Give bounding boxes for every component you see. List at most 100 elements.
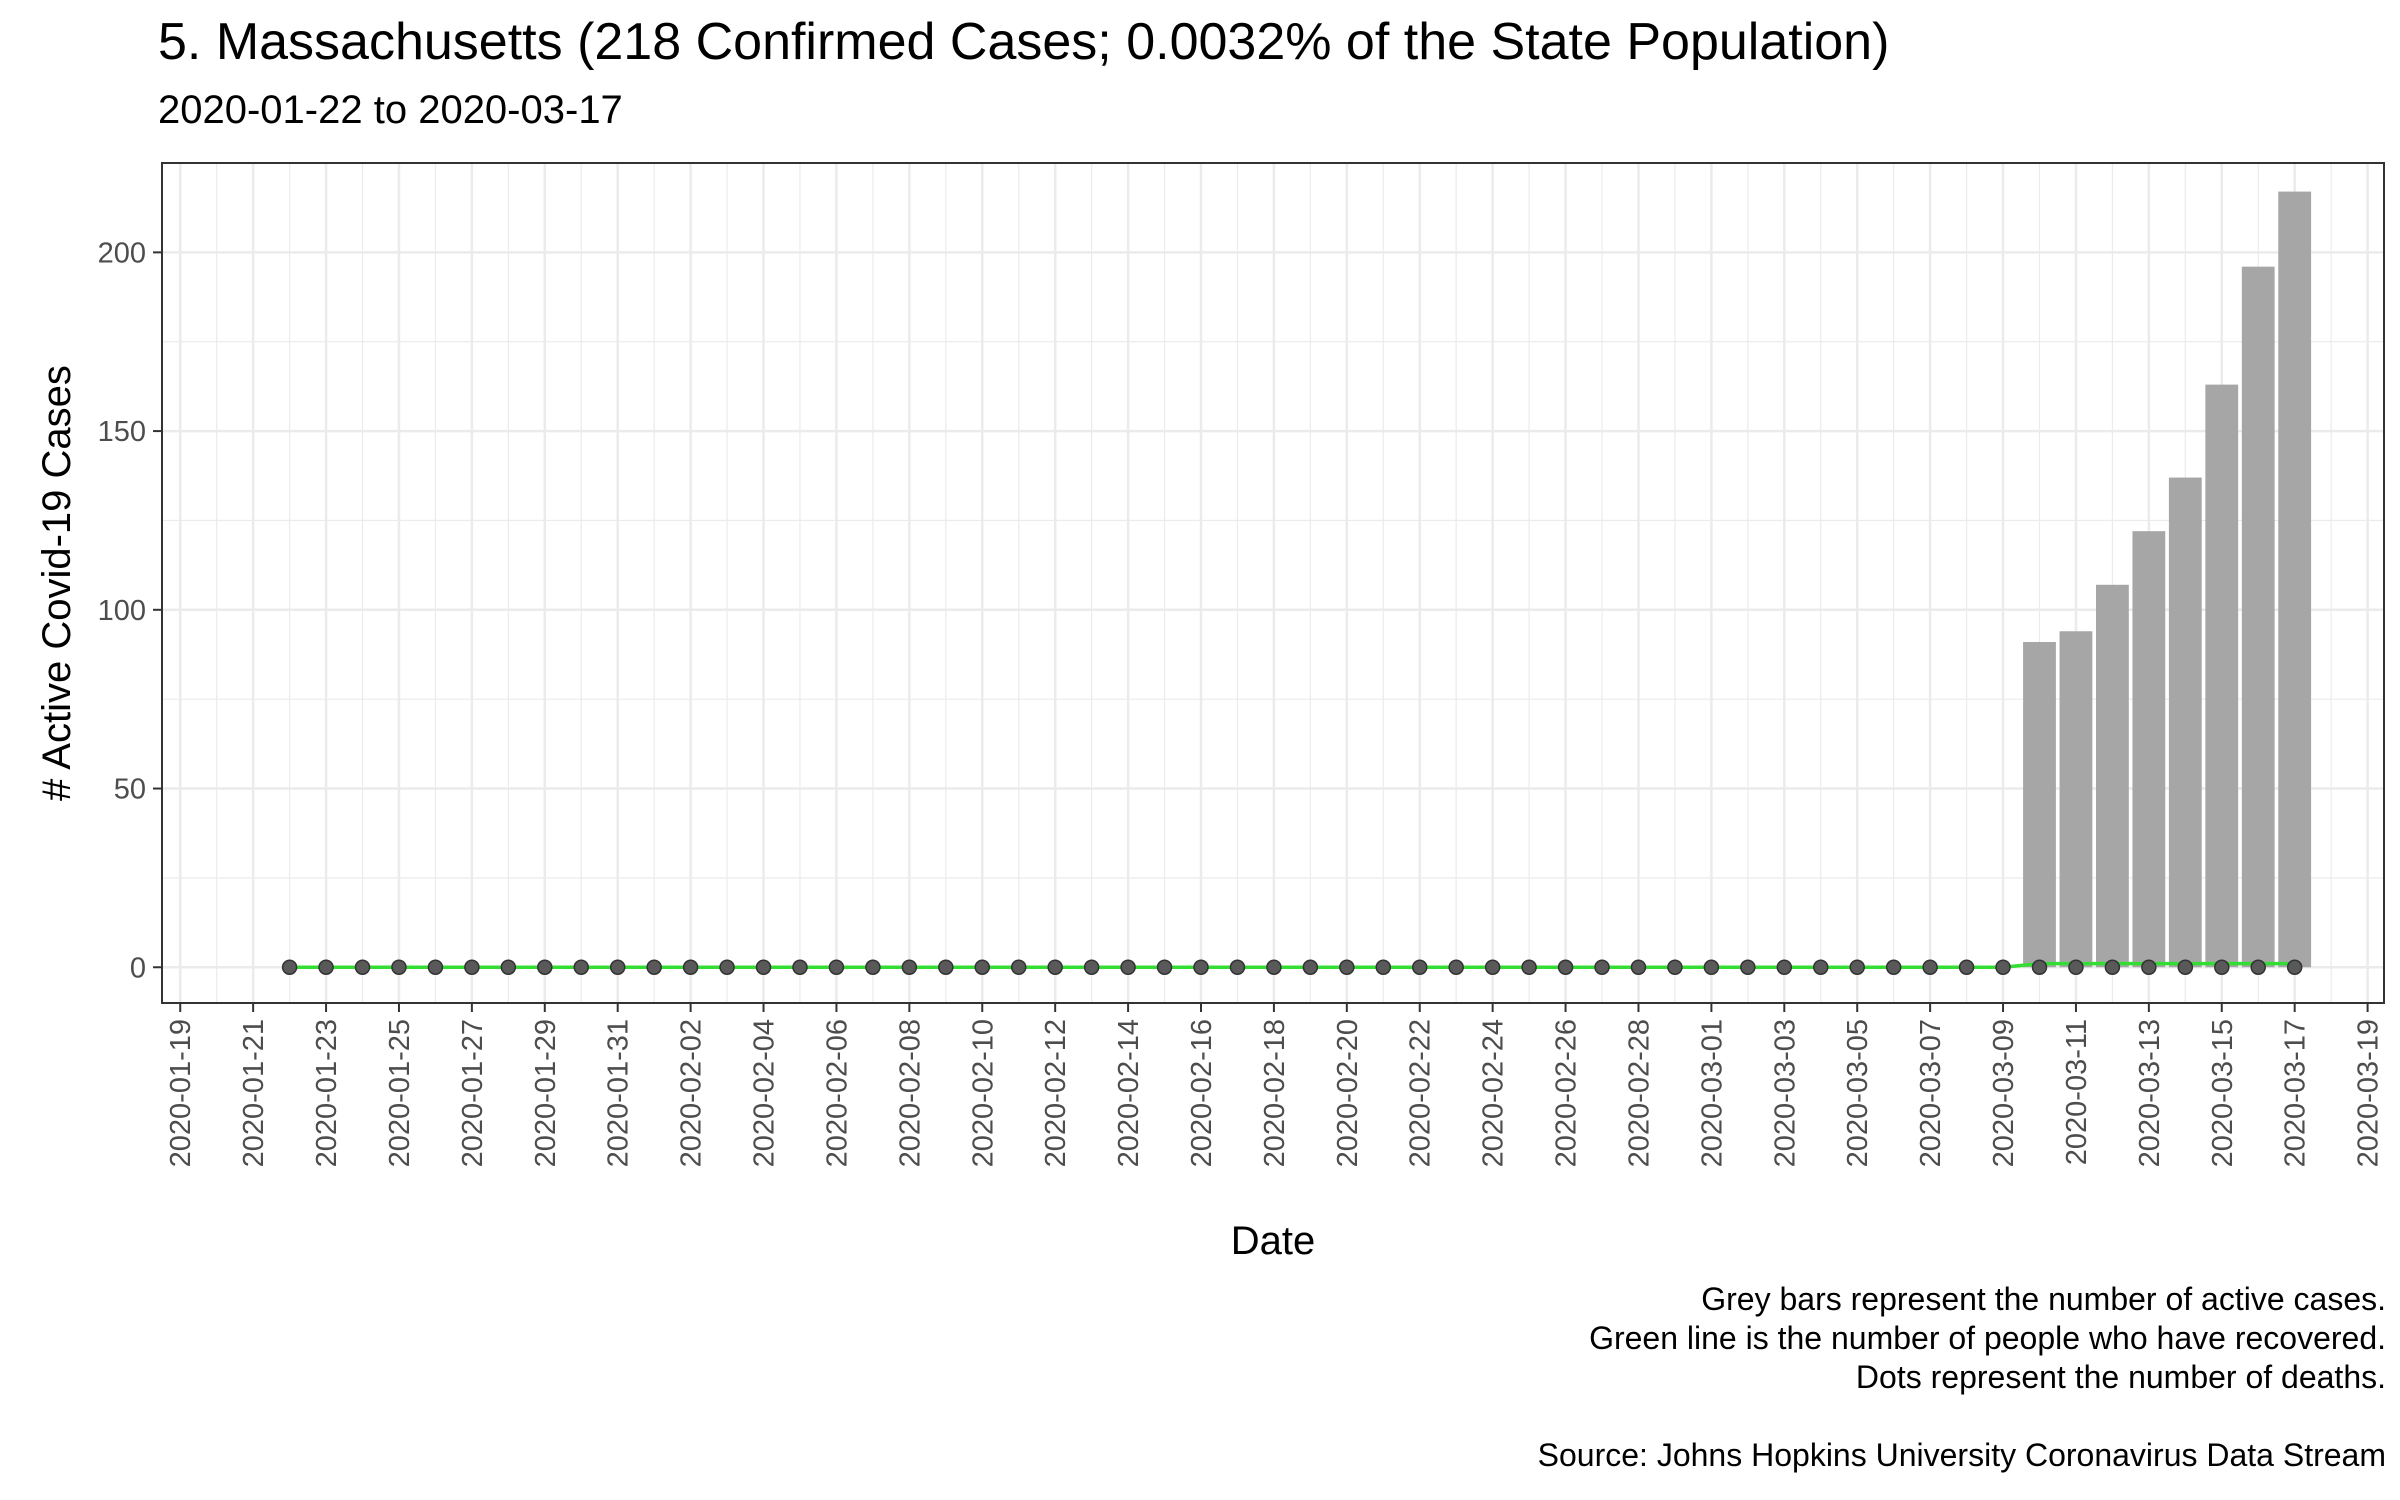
death-dot <box>938 959 954 976</box>
death-dot <box>609 959 626 976</box>
active-cases-bar <box>2059 631 2093 968</box>
active-cases-bar <box>2023 641 2056 968</box>
death-dot <box>427 959 444 976</box>
death-dot <box>1922 959 1938 976</box>
death-dot <box>281 959 298 976</box>
x-tick-label: 2020-02-28 <box>1623 1019 1655 1167</box>
death-dot <box>901 959 918 976</box>
death-dot <box>1849 959 1865 976</box>
y-tick-label: 200 <box>98 237 146 269</box>
deaths-dots <box>281 959 2303 976</box>
death-dot <box>755 959 772 976</box>
y-tick-label: 150 <box>98 416 146 448</box>
death-dot <box>1740 959 1756 976</box>
death-dot <box>1156 959 1173 976</box>
active-cases-bars <box>2023 191 2312 968</box>
x-tick-label: 2020-02-18 <box>1259 1019 1291 1167</box>
x-tick-label: 2020-02-24 <box>1478 1019 1510 1167</box>
x-tick-label: 2020-03-15 <box>2207 1019 2239 1167</box>
death-dot <box>500 959 517 976</box>
death-dot <box>2104 959 2121 976</box>
death-dot <box>1229 959 1246 976</box>
death-dot <box>354 959 371 976</box>
death-dot <box>573 959 589 976</box>
death-dot <box>865 959 881 976</box>
x-tick-label: 2020-02-20 <box>1332 1019 1364 1167</box>
active-cases-bar <box>2132 531 2166 968</box>
death-dot <box>2250 959 2266 976</box>
death-dot <box>1776 959 1793 976</box>
x-tick-label: 2020-01-23 <box>311 1019 343 1167</box>
recovered-line <box>289 961 2295 970</box>
x-tick-label: 2020-02-26 <box>1551 1019 1583 1167</box>
active-cases-bar <box>2095 584 2129 968</box>
death-dot <box>1448 959 1464 976</box>
death-dot <box>1521 959 1537 976</box>
death-dot <box>1813 959 1829 976</box>
x-tick-label: 2020-02-06 <box>821 1019 853 1167</box>
death-dot <box>1885 959 1902 976</box>
death-dot <box>2286 959 2303 976</box>
x-tick-label: 2020-01-19 <box>165 1019 197 1167</box>
active-cases-bar <box>2205 384 2239 968</box>
death-dot <box>1302 959 1319 976</box>
caption-dots-note: Dots represent the number of deaths. <box>1855 1359 2386 1395</box>
x-tick-label: 2020-02-22 <box>1405 1019 1437 1167</box>
caption-line-note: Green line is the number of people who h… <box>1589 1320 2386 1356</box>
death-dot <box>1193 959 1209 976</box>
x-tick-label: 2020-02-10 <box>967 1019 999 1167</box>
death-dot <box>1339 959 1355 976</box>
death-dot <box>719 959 735 976</box>
death-dot <box>391 959 407 976</box>
death-dot <box>2177 959 2194 976</box>
x-tick-label: 2020-02-12 <box>1040 1019 1072 1167</box>
x-tick-label: 2020-03-09 <box>1988 1019 2020 1167</box>
x-tick-label: 2020-03-19 <box>2353 1019 2385 1167</box>
death-dot <box>1083 959 1100 976</box>
x-tick-label: 2020-02-14 <box>1113 1019 1145 1167</box>
chart-subtitle: 2020-01-22 to 2020-03-17 <box>158 88 623 132</box>
y-tick-label: 50 <box>114 774 146 806</box>
death-dot <box>2141 959 2157 976</box>
death-dot <box>682 959 699 976</box>
recovered-line-path <box>289 961 2295 970</box>
active-cases-bar <box>2278 191 2312 968</box>
x-tick-label: 2020-01-29 <box>530 1019 562 1167</box>
x-axis: 2020-01-19 2020-01-21 2020-01-23 2020-01-25… <box>165 1003 2385 1167</box>
death-dot <box>2214 959 2230 976</box>
death-dot <box>974 959 991 976</box>
death-dot <box>1120 959 1136 976</box>
death-dot <box>1630 959 1647 976</box>
death-dot <box>1557 959 1574 976</box>
x-tick-label: 2020-01-31 <box>603 1019 635 1167</box>
death-dot <box>1484 959 1501 976</box>
active-cases-bar <box>2241 266 2275 968</box>
y-tick-label: 100 <box>98 595 146 627</box>
death-dot <box>2068 959 2084 976</box>
death-dot <box>828 959 845 976</box>
x-tick-label: 2020-03-17 <box>2280 1019 2312 1167</box>
caption-source: Source: Johns Hopkins University Coronav… <box>1537 1437 2386 1473</box>
death-dot <box>1703 959 1720 976</box>
death-dot <box>2031 959 2048 976</box>
death-dot <box>318 959 334 976</box>
x-tick-label: 2020-02-16 <box>1186 1019 1218 1167</box>
y-tick-label: 0 <box>130 952 146 984</box>
x-axis-title: Date <box>1231 1219 1316 1263</box>
x-tick-label: 2020-02-04 <box>749 1019 781 1167</box>
death-dot <box>1667 959 1683 976</box>
y-axis-title: # Active Covid-19 Cases <box>35 365 79 801</box>
x-tick-label: 2020-03-05 <box>1842 1019 1874 1167</box>
death-dot <box>464 959 480 976</box>
x-tick-label: 2020-01-25 <box>384 1019 416 1167</box>
x-tick-label: 2020-01-27 <box>457 1019 489 1167</box>
death-dot <box>1010 959 1027 976</box>
death-dot <box>792 959 808 976</box>
x-tick-label: 2020-03-03 <box>1769 1019 1801 1167</box>
death-dot <box>1047 959 1063 976</box>
x-tick-label: 2020-01-21 <box>238 1019 270 1167</box>
death-dot <box>1958 959 1975 976</box>
caption-bars-note: Grey bars represent the number of active… <box>1701 1281 2386 1317</box>
death-dot <box>1594 959 1610 976</box>
